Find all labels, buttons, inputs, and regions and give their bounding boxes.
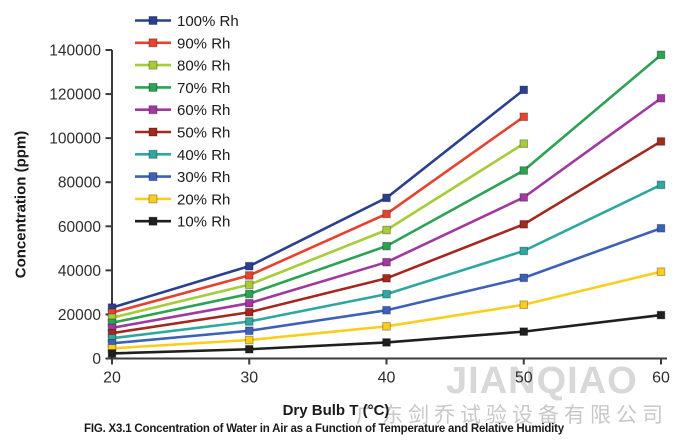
y-tick-label: 40000 [58, 263, 101, 280]
y-tick-label: 120000 [49, 87, 101, 104]
legend-item-20-rh: 20% Rh [135, 191, 230, 208]
legend-marker [148, 38, 158, 48]
legend-marker [148, 127, 158, 137]
x-axis-title: Dry Bulb T (°C) [282, 402, 390, 419]
series-marker [382, 225, 391, 235]
legend-label: 20% Rh [177, 191, 230, 208]
series-marker [519, 166, 529, 175]
series-marker [244, 335, 254, 345]
series-marker [656, 180, 666, 190]
series-marker [382, 209, 391, 219]
legend-item-90-rh: 90% Rh [135, 35, 230, 52]
series-marker [382, 289, 391, 299]
legend-label: 30% Rh [177, 169, 230, 186]
legend-item-50-rh: 50% Rh [135, 125, 230, 142]
y-axis-title: Concentration (ppm) [12, 130, 30, 279]
legend-item-80-rh: 80% Rh [135, 58, 230, 75]
series-marker [244, 307, 254, 317]
series-marker [244, 344, 254, 354]
legend-marker [148, 105, 158, 115]
legend-label: 80% Rh [177, 58, 230, 75]
legend-marker [148, 172, 158, 182]
series-marker [382, 273, 391, 283]
series-marker [382, 193, 391, 203]
series-marker [244, 326, 254, 336]
series-marker [519, 246, 529, 256]
y-tick-label: 60000 [58, 219, 101, 236]
legend-item-30-rh: 30% Rh [135, 169, 230, 186]
legend-marker [148, 149, 158, 159]
series-marker [244, 280, 254, 289]
legend-item-10-rh: 10% Rh [135, 214, 230, 231]
series-marker [107, 349, 117, 358]
series-marker [244, 298, 254, 308]
y-tick-label: 100000 [49, 131, 101, 148]
series-marker [382, 305, 391, 315]
watermark-company-text: 广东剑乔试验设备有限公司 [356, 404, 668, 427]
series-marker [656, 50, 666, 60]
series-marker [656, 223, 666, 233]
series-marker [519, 112, 529, 122]
figure-caption: FIG. X3.1 Concentration of Water in Air … [84, 423, 564, 435]
x-tick-label: 20 [103, 370, 121, 387]
legend-marker [148, 194, 158, 204]
legend-label: 100% Rh [177, 13, 239, 30]
legend-marker [148, 82, 158, 92]
series-line-90-rh [111, 115, 525, 314]
x-tick-label: 30 [240, 370, 258, 387]
y-tick-label: 140000 [49, 43, 101, 60]
legend-label: 70% Rh [177, 80, 230, 97]
series-marker [244, 317, 254, 326]
series-marker [382, 322, 391, 331]
series-marker [519, 193, 529, 202]
y-tick-label: 0 [92, 351, 101, 368]
x-tick-label: 40 [378, 370, 396, 387]
series-marker [519, 327, 529, 336]
watermark-brand-text: JIANQIAO [446, 360, 638, 402]
x-tick-label: 50 [515, 370, 533, 387]
legend-label: 60% Rh [177, 102, 230, 119]
series-line-80-rh [111, 142, 525, 319]
y-tick-label: 20000 [58, 307, 101, 324]
series-marker [244, 261, 254, 271]
legend-item-100-rh: 100% Rh [135, 13, 239, 30]
series-line-100-rh [111, 88, 525, 309]
series-marker [244, 271, 254, 280]
y-tick-label: 80000 [58, 175, 101, 192]
x-tick-label: 60 [652, 370, 670, 387]
legend-item-40-rh: 40% Rh [135, 147, 230, 164]
series-marker [382, 338, 391, 347]
series-marker [519, 220, 529, 229]
series-marker [656, 310, 666, 320]
legend-label: 90% Rh [177, 35, 230, 52]
series-marker [519, 85, 529, 95]
series-marker [656, 137, 666, 146]
series-marker [382, 257, 391, 267]
series-marker [519, 273, 529, 283]
legend-marker [148, 216, 158, 226]
legend-label: 40% Rh [177, 147, 230, 164]
legend-label: 10% Rh [177, 214, 230, 231]
series-marker [244, 289, 254, 299]
series-marker [519, 139, 529, 148]
series-marker [382, 241, 391, 251]
legend-item-70-rh: 70% Rh [135, 80, 230, 97]
series-marker [656, 267, 666, 276]
legend-marker [148, 60, 158, 70]
series-marker [656, 93, 666, 103]
legend-label: 50% Rh [177, 125, 230, 142]
legend-marker [148, 16, 158, 25]
legend-item-60-rh: 60% Rh [135, 102, 230, 119]
series-marker [519, 300, 529, 310]
